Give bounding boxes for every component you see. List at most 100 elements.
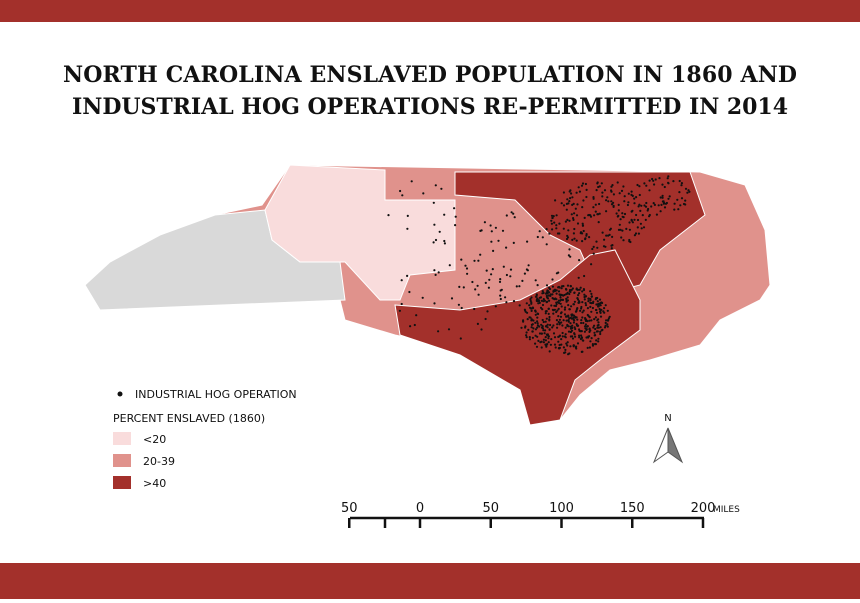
hog-dot	[582, 321, 585, 325]
hog-dot	[567, 315, 570, 318]
hog-dot	[611, 184, 614, 187]
hog-dot	[578, 259, 581, 262]
hog-dot	[578, 328, 581, 331]
hog-dot	[584, 319, 588, 322]
hog-dot	[569, 327, 573, 330]
legend-swatch	[113, 454, 131, 467]
hog-dot	[575, 345, 578, 348]
hog-dot	[432, 241, 435, 244]
hog-dot	[570, 329, 574, 332]
hog-dot	[605, 319, 608, 322]
bottom-band	[0, 563, 860, 599]
hog-dot	[574, 315, 577, 318]
hog-dot	[590, 263, 593, 266]
hog-dot	[572, 321, 576, 324]
hog-dot	[628, 221, 631, 224]
hog-dot	[591, 343, 595, 346]
hog-dot	[573, 212, 576, 215]
hog-dot	[588, 319, 591, 322]
hog-dot	[618, 223, 621, 226]
hog-dot	[542, 341, 546, 344]
hog-dot	[684, 199, 687, 202]
hog-dot	[563, 313, 567, 316]
hog-dot	[494, 305, 497, 308]
hog-dot	[574, 207, 577, 210]
hog-dot	[538, 332, 542, 335]
hog-dot	[678, 179, 681, 183]
hog-dot	[566, 198, 569, 201]
hog-dot	[606, 323, 609, 326]
hog-dot	[556, 326, 559, 329]
hog-dot	[543, 299, 547, 302]
hog-dot	[586, 325, 589, 328]
hog-dot	[540, 299, 543, 302]
hog-dot	[653, 203, 657, 206]
hog-dot	[638, 185, 641, 188]
hog-dot	[559, 294, 562, 297]
legend-label: >40	[143, 477, 166, 490]
hog-dot	[477, 259, 480, 262]
hog-dot	[560, 338, 563, 341]
hog-dot	[610, 247, 613, 250]
hog-dot	[576, 324, 579, 327]
hog-dot	[595, 330, 599, 333]
hog-dot	[537, 302, 540, 305]
hog-dot	[422, 192, 425, 195]
hog-dot	[622, 239, 625, 242]
hog-dot	[563, 308, 567, 311]
hog-dot	[585, 328, 588, 331]
hog-dot	[600, 308, 603, 311]
hog-dot	[580, 336, 584, 339]
hog-dot	[594, 203, 597, 206]
hog-dot	[565, 297, 568, 300]
hog-dot	[453, 207, 456, 210]
hog-dot	[568, 200, 571, 203]
hog-dot	[621, 229, 624, 232]
hog-dot	[589, 290, 592, 293]
hog-dot	[529, 306, 532, 309]
hog-dot	[603, 189, 607, 192]
hog-dot	[557, 307, 560, 310]
hog-dot	[487, 286, 490, 289]
hog-dot	[654, 178, 657, 181]
hog-dot	[687, 189, 690, 192]
hog-dot	[529, 299, 532, 302]
hog-dot	[575, 239, 578, 242]
hog-dot	[594, 210, 597, 213]
hog-dot	[581, 182, 585, 185]
hog-dot	[476, 284, 479, 287]
hog-dot	[606, 319, 610, 322]
hog-dot	[651, 177, 654, 181]
hog-dot	[561, 285, 564, 288]
hog-dot	[544, 339, 548, 342]
hog-dot	[623, 195, 626, 198]
hog-dot	[571, 335, 574, 338]
hog-dot	[499, 278, 502, 281]
hog-dot	[545, 284, 549, 287]
hog-dot	[581, 206, 584, 209]
hog-dot	[688, 190, 691, 193]
hog-dot	[505, 301, 508, 304]
hog-dot	[530, 296, 533, 299]
hog-dot	[563, 293, 566, 297]
hog-dot	[525, 268, 529, 271]
hog-dot	[567, 319, 570, 322]
hog-dot	[536, 335, 539, 338]
legend-dot	[117, 391, 123, 397]
hog-dot	[477, 293, 480, 296]
hog-dot	[588, 335, 591, 338]
hog-dot	[673, 202, 676, 205]
hog-dot	[595, 240, 598, 243]
hog-dot	[581, 316, 584, 319]
hog-dot	[505, 246, 508, 249]
hog-dot	[459, 337, 462, 340]
hog-dot	[610, 185, 613, 188]
hog-dot	[594, 316, 598, 319]
hog-dot	[542, 291, 545, 295]
hog-dot	[566, 296, 569, 299]
hog-dot	[588, 236, 591, 239]
hog-dot	[440, 187, 443, 190]
hog-dot	[548, 286, 551, 289]
hog-dot	[600, 182, 603, 185]
hog-dot	[595, 308, 598, 312]
